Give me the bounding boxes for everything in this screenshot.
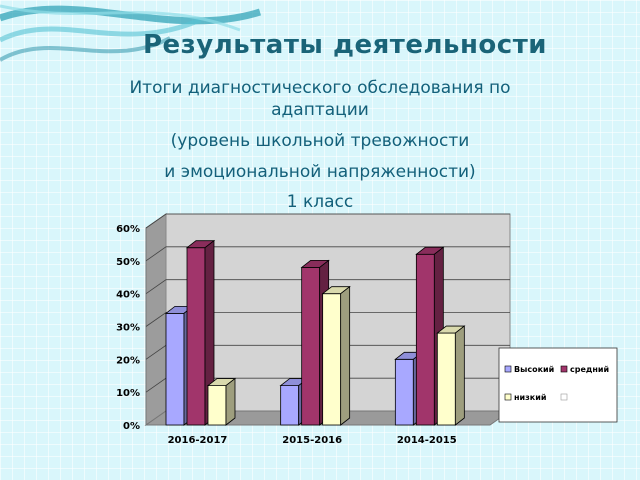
- legend-label: средний: [570, 365, 609, 374]
- bar: [207, 385, 227, 426]
- subtitle-line-5: 1 класс: [286, 192, 354, 212]
- bar: [436, 332, 456, 426]
- gridline: [145, 279, 510, 294]
- bar: [415, 253, 435, 426]
- slide-title: Результаты деятельности: [142, 30, 547, 60]
- subtitle-line-3: (уровень школьной тревожности: [170, 131, 470, 151]
- x-category-label: 2015-2016: [282, 435, 342, 446]
- legend-box: [498, 347, 618, 423]
- bar-side: [454, 325, 465, 426]
- legend-swatch: [560, 365, 568, 373]
- bar: [301, 266, 321, 426]
- subtitle-line-4: и эмоциональной напряженности): [164, 162, 476, 182]
- y-tick-label: 10%: [116, 388, 140, 399]
- y-tick-label: 50%: [116, 257, 140, 268]
- bar: [186, 247, 206, 426]
- subtitle-line-2: адаптации: [271, 100, 369, 120]
- decorative-swirl: [0, 4, 262, 62]
- bar: [280, 385, 300, 426]
- bar-side: [340, 285, 351, 426]
- legend-swatch: [504, 365, 512, 373]
- x-category-label: 2014-2015: [397, 435, 457, 446]
- gridline: [145, 246, 510, 262]
- gridline: [145, 213, 510, 229]
- y-tick-label: 60%: [116, 224, 140, 235]
- legend-empty-swatch: [560, 393, 568, 401]
- y-tick-label: 20%: [116, 355, 140, 366]
- y-tick-label: 0%: [123, 421, 140, 432]
- bar-side: [225, 377, 236, 426]
- y-tick-label: 30%: [116, 323, 140, 334]
- x-category-label: 2016-2017: [168, 435, 228, 446]
- legend-label: Высокий: [514, 365, 554, 374]
- legend-label: низкий: [514, 393, 546, 402]
- subtitle-line-1: Итоги диагностического обследования по: [129, 78, 511, 98]
- y-tick-label: 40%: [116, 290, 140, 301]
- bar: [394, 358, 414, 426]
- legend-swatch: [504, 393, 512, 401]
- bar: [165, 312, 185, 426]
- gridline: [145, 312, 510, 327]
- bar: [322, 293, 342, 426]
